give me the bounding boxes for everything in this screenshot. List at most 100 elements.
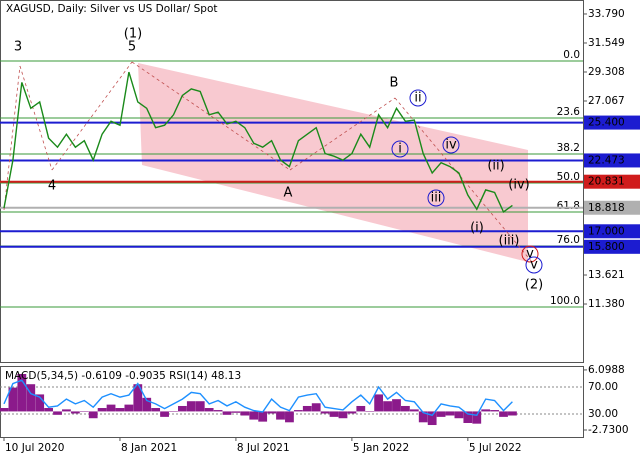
macd-bar	[160, 411, 169, 417]
macd-bar	[62, 409, 71, 412]
wave-label: i	[398, 142, 402, 157]
level-label: 25.400	[588, 117, 625, 129]
x-tick-label: 8 Jul 2021	[237, 442, 290, 454]
wave-circle	[427, 189, 445, 207]
macd-bar	[472, 411, 482, 424]
level-box	[584, 224, 640, 239]
wave-circle	[521, 245, 539, 263]
macd-bar	[44, 408, 53, 412]
macd-bar	[133, 384, 143, 412]
y-tick-label: 31.549	[588, 37, 625, 49]
fib-label: 100.0	[550, 295, 580, 307]
macd-bar	[436, 411, 446, 417]
macd-bar	[454, 411, 464, 419]
y-tick-label: 13.621	[588, 269, 625, 281]
macd-bar	[178, 405, 187, 412]
y2-tick-label: 30.00	[588, 408, 618, 420]
macd-bar	[0, 408, 9, 412]
wave-circle	[409, 89, 427, 107]
x-tick-label: 10 Jul 2020	[5, 442, 64, 454]
macd-bar	[8, 387, 18, 412]
wave-label: 4	[48, 179, 56, 194]
fib-label: 0.0	[563, 49, 580, 61]
macd-bar	[383, 401, 392, 412]
fib-label: 50.0	[557, 171, 580, 183]
macd-bar	[204, 408, 214, 412]
level-box	[584, 115, 640, 130]
y-tick-label: 11.380	[588, 298, 625, 310]
wave-label: A	[284, 186, 293, 201]
macd-bar	[347, 411, 357, 414]
wave-label: ii	[414, 91, 421, 106]
price-line	[3, 71, 513, 213]
macd-bar	[320, 411, 330, 414]
wave-circle	[525, 256, 543, 274]
rsi-line	[3, 379, 513, 417]
wave-label: (ii)	[487, 159, 504, 174]
macd-bar	[222, 411, 232, 415]
y-tick-label: 33.790	[588, 8, 625, 20]
macd-bar	[365, 411, 375, 412]
macd-bar	[499, 411, 508, 417]
macd-bar	[35, 394, 45, 412]
wave-guide	[131, 61, 291, 171]
level-label: 15.800	[588, 241, 625, 253]
macd-bar	[445, 411, 455, 416]
level-box	[584, 174, 640, 189]
macd-bar	[249, 411, 259, 420]
x-tick-label: 5 Jul 2022	[469, 442, 522, 454]
y-tick-label: 27.067	[588, 95, 625, 107]
wave-circle	[391, 140, 409, 158]
macd-bar	[302, 405, 312, 412]
wave-label: (1)	[124, 27, 142, 42]
level-label: 17.000	[588, 225, 625, 237]
macd-bar	[356, 405, 366, 412]
wave-label: (iv)	[508, 178, 529, 193]
macd-bar	[231, 411, 241, 413]
macd-bar	[213, 410, 223, 412]
wave-label: (2)	[525, 278, 543, 293]
macd-bar	[124, 404, 134, 412]
macd-bar	[142, 397, 152, 412]
wave-label: 3	[14, 40, 22, 55]
wave-label: v	[530, 258, 538, 273]
macd-bar	[79, 411, 89, 412]
y-tick-label: -2.7300	[588, 424, 629, 436]
macd-bar	[401, 405, 410, 412]
indicator-panel	[0, 366, 584, 438]
macd-bar	[409, 409, 419, 412]
macd-bar	[186, 401, 196, 412]
fib-label: 38.2	[557, 142, 580, 154]
y-tick-label: 6.0988	[588, 364, 625, 376]
macd-bar	[195, 401, 205, 412]
chart-title: XAGUSD, Daily: Silver vs US Dollar/ Spot	[6, 3, 218, 15]
fib-label: 76.0	[557, 234, 580, 246]
macd-bar	[106, 404, 116, 412]
y-tick-label: 29.308	[588, 66, 625, 78]
wave-circle	[442, 136, 460, 154]
level-box	[584, 239, 640, 254]
wave-guide	[3, 65, 21, 211]
macd-bar	[293, 410, 303, 412]
macd-bar	[311, 403, 321, 412]
macd-bar	[329, 411, 339, 417]
macd-bar	[508, 411, 517, 416]
wave-label: 5	[128, 40, 136, 55]
macd-bar	[481, 409, 491, 412]
x-tick-label: 8 Jan 2021	[121, 442, 177, 454]
wave-guide	[51, 61, 133, 171]
macd-bar	[267, 411, 276, 414]
wave-label: B	[390, 76, 399, 91]
macd-bar	[53, 411, 62, 415]
level-box	[584, 200, 640, 215]
macd-bar	[97, 408, 107, 412]
macd-bar	[463, 411, 473, 423]
macd-bar	[427, 411, 437, 426]
wave-label: (i)	[470, 221, 484, 236]
macd-bar	[490, 410, 499, 412]
macd-bar	[258, 411, 268, 422]
macd-bar	[151, 408, 161, 412]
